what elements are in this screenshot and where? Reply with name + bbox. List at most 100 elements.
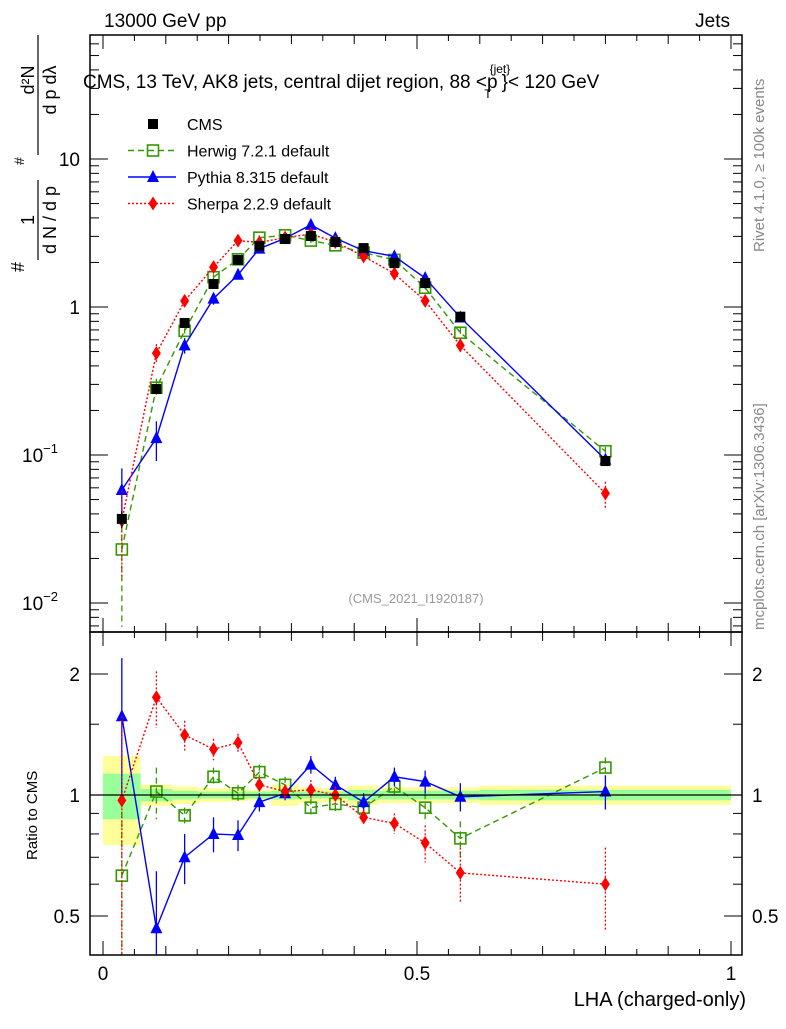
data-point	[420, 293, 430, 308]
data-point	[304, 217, 317, 230]
ratio-point	[178, 850, 191, 863]
ratio-y-tick-label: 1	[69, 786, 80, 807]
ratio-point	[599, 784, 612, 797]
ylabel-den1: d N / d p	[40, 186, 60, 254]
data-point	[150, 431, 163, 444]
legend-marker	[148, 196, 158, 211]
ratio-point	[150, 785, 163, 798]
data-point	[116, 513, 127, 524]
data-point	[330, 236, 341, 247]
ylabel-hash-1: #	[8, 262, 28, 272]
ratio-y-tick-label-right: 0.5	[752, 907, 778, 928]
ylabel-hash-2: #	[11, 157, 27, 165]
title-sup: {jet}	[490, 62, 511, 76]
ratio-point	[207, 826, 220, 839]
data-point	[358, 243, 369, 254]
ratio-point	[231, 786, 245, 800]
ratio-point	[359, 810, 369, 825]
ratio-point	[454, 789, 467, 802]
ratio-y-tick-label-right: 1	[752, 786, 763, 807]
ratio-point	[233, 735, 243, 750]
data-point	[233, 254, 244, 265]
data-point	[455, 311, 466, 322]
ratio-y-axis-label: Ratio to CMS	[24, 771, 41, 860]
data-point	[420, 278, 431, 289]
title-sub: T	[484, 87, 492, 101]
data-point	[600, 486, 610, 501]
series-sherpa	[117, 227, 610, 580]
title-end: }< 120 GeV	[502, 72, 600, 93]
legend-marker	[147, 170, 159, 182]
ratio-frame	[89, 631, 743, 956]
series-line	[121, 233, 606, 521]
ratio-point	[254, 777, 264, 792]
ratio-point	[207, 770, 220, 784]
ratio-y-tick-label: 0.5	[54, 907, 80, 928]
axes	[89, 34, 743, 956]
series-cms	[116, 230, 611, 528]
ratio-point	[600, 877, 610, 892]
ratio-point	[178, 809, 191, 822]
data-point	[179, 317, 190, 328]
ratio-series-herwig	[115, 757, 612, 955]
legend-item-pythia: Pythia 8.315 default	[128, 170, 329, 187]
ratio-y-tick-label-right: 2	[752, 665, 763, 686]
x-axis-label: LHA (charged-only)	[574, 989, 746, 1011]
ratio-point	[151, 690, 161, 705]
ratio-point	[419, 774, 432, 787]
y-tick-exponent: −1	[43, 441, 58, 456]
data-point	[208, 279, 219, 290]
ratio-y-tick-label: 2	[69, 665, 80, 686]
legend: CMS Herwig 7.2.1 default Pythia 8.315 defa…	[128, 117, 332, 214]
data-point	[232, 267, 245, 280]
data-point	[254, 241, 265, 252]
side-text-mcplots: mcplots.cern.ch [arXiv:1306.3436]	[751, 403, 768, 630]
ratio-point	[209, 742, 219, 757]
series-line	[121, 234, 606, 550]
series-herwig	[115, 229, 612, 627]
y-tick-label: 10−1	[22, 441, 58, 467]
x-tick-label: 1	[726, 964, 737, 985]
legend-item-herwig: Herwig 7.2.1 default	[128, 144, 330, 161]
side-text-rivet: Rivet 4.1.0, ≥ 100k events	[751, 79, 768, 252]
title-main: CMS, 13 TeV, AK8 jets, central dijet reg…	[83, 72, 498, 93]
ratio-point	[150, 921, 163, 934]
x-tick-label: 0	[98, 964, 109, 985]
data-point	[389, 266, 399, 281]
legend-item-sherpa: Sherpa 2.2.9 default	[128, 196, 332, 214]
x-tick-label: 0.5	[404, 964, 430, 985]
data-point	[600, 456, 611, 467]
ratio-point	[420, 835, 430, 850]
legend-marker	[146, 144, 160, 157]
ylabel-den2: d p dλ	[40, 65, 60, 114]
data-point	[280, 234, 291, 245]
legend-label: Herwig 7.2.1 default	[187, 144, 330, 161]
ratio-series-sherpa	[117, 671, 610, 955]
data-point	[151, 346, 161, 361]
ratio-point	[180, 728, 190, 743]
plot-title: CMS, 13 TeV, AK8 jets, central dijet reg…	[83, 62, 600, 101]
ratio-point	[418, 801, 432, 814]
y-tick-exponent: −2	[43, 589, 58, 604]
ratio-line	[121, 695, 606, 885]
data-point	[178, 338, 191, 351]
chart-marks	[115, 217, 612, 955]
ratio-point	[388, 769, 401, 782]
ratio-point	[329, 777, 342, 790]
ratio-point	[253, 765, 266, 779]
data-point	[115, 483, 128, 496]
series-line	[121, 224, 606, 491]
main-y-axis-label: # 1 d N / d p # d²N d p dλ	[8, 35, 60, 272]
ratio-point	[304, 757, 317, 770]
analysis-id: (CMS_2021_I1920187)	[348, 591, 483, 606]
legend-item-cms: CMS	[148, 117, 223, 134]
data-point	[305, 230, 316, 241]
y-tick-label: 1	[69, 298, 80, 319]
header-left: 13000 GeV pp	[104, 11, 227, 32]
ratio-point	[454, 832, 467, 845]
data-point	[207, 291, 220, 304]
ratio-point	[253, 795, 266, 808]
ratio-point	[306, 782, 316, 797]
ratio-uncertainty-bands	[103, 756, 731, 846]
